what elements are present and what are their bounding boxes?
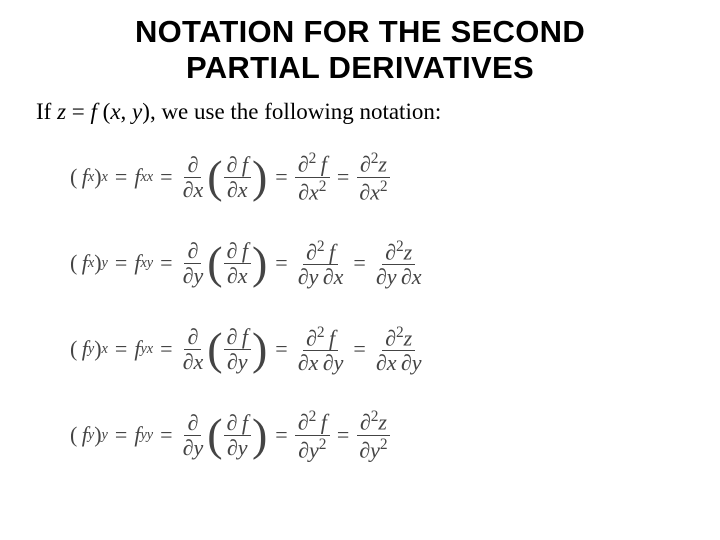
equals-sign: = [160,422,172,448]
eq-operator: ∂∂y(∂ f∂y) [180,411,269,460]
equation-row-3: ( fy)x=fyx=∂∂x(∂ f∂y)=∂2 f∂x ∂y=∂2z∂x ∂y [70,317,690,381]
eq-lhs1: ( fy)y [70,422,108,448]
equals-sign: = [337,164,349,190]
eq-lhs2: fyy [134,422,153,448]
intro-suffix: , we use the following notation: [150,99,441,124]
intro-f: f [91,99,103,124]
intro-prefix: If [36,99,57,124]
equals-sign: = [160,164,172,190]
equation-row-1: ( fx)x=fxx=∂∂x(∂ f∂x)=∂2 f∂x2=∂2z∂x2 [70,145,690,209]
intro-z: z [57,99,66,124]
intro-x: x [110,99,120,124]
intro-eq: = [66,99,90,124]
intro-y: y [132,99,142,124]
equations-block: ( fx)x=fxx=∂∂x(∂ f∂x)=∂2 f∂x2=∂2z∂x2( fx… [70,145,690,467]
intro-comma: , [121,99,133,124]
equals-sign: = [275,164,287,190]
intro-close: ) [142,99,150,124]
equals-sign: = [275,422,287,448]
equation-row-2: ( fx)y=fxy=∂∂y(∂ f∂x)=∂2 f∂y ∂x=∂2z∂y ∂x [70,231,690,295]
title-line-1: NOTATION FOR THE SECOND [135,14,585,49]
equals-sign: = [353,250,365,276]
eq-d2f: ∂2 f∂x ∂y [295,324,347,375]
eq-d2z: ∂2z∂y ∂x [373,238,425,289]
eq-lhs1: ( fx)x [70,164,108,190]
equation-row-4: ( fy)y=fyy=∂∂y(∂ f∂y)=∂2 f∂y2=∂2z∂y2 [70,403,690,467]
eq-d2z: ∂2z∂x2 [356,150,390,204]
eq-operator: ∂∂x(∂ f∂y) [180,325,269,374]
eq-d2f: ∂2 f∂y2 [295,408,330,462]
eq-d2z: ∂2z∂x ∂y [373,324,425,375]
equals-sign: = [115,164,127,190]
equals-sign: = [353,336,365,362]
eq-d2f: ∂2 f∂y ∂x [295,238,347,289]
intro-line: If z = f (x, y), we use the following no… [36,99,690,125]
equals-sign: = [160,336,172,362]
eq-lhs2: fyx [134,336,153,362]
eq-lhs2: fxy [134,250,153,276]
eq-lhs2: fxx [134,164,153,190]
equals-sign: = [115,422,127,448]
equals-sign: = [115,336,127,362]
slide-title: NOTATION FOR THE SECOND PARTIAL DERIVATI… [30,14,690,85]
equals-sign: = [160,250,172,276]
equals-sign: = [115,250,127,276]
equals-sign: = [275,336,287,362]
eq-operator: ∂∂y(∂ f∂x) [180,239,269,288]
equals-sign: = [275,250,287,276]
title-line-2: PARTIAL DERIVATIVES [186,50,534,85]
equals-sign: = [337,422,349,448]
eq-operator: ∂∂x(∂ f∂x) [180,153,269,202]
eq-lhs1: ( fx)y [70,250,108,276]
eq-lhs1: ( fy)x [70,336,108,362]
eq-d2f: ∂2 f∂x2 [295,150,330,204]
eq-d2z: ∂2z∂y2 [356,408,390,462]
